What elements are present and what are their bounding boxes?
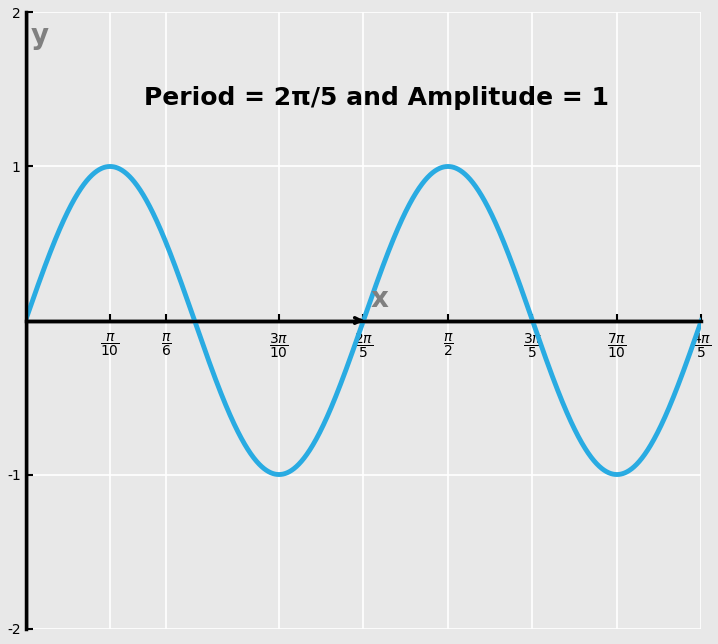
- Text: y: y: [31, 22, 49, 50]
- Text: Period = 2π/5 and Amplitude = 1: Period = 2π/5 and Amplitude = 1: [144, 86, 610, 110]
- Text: x: x: [370, 285, 388, 313]
